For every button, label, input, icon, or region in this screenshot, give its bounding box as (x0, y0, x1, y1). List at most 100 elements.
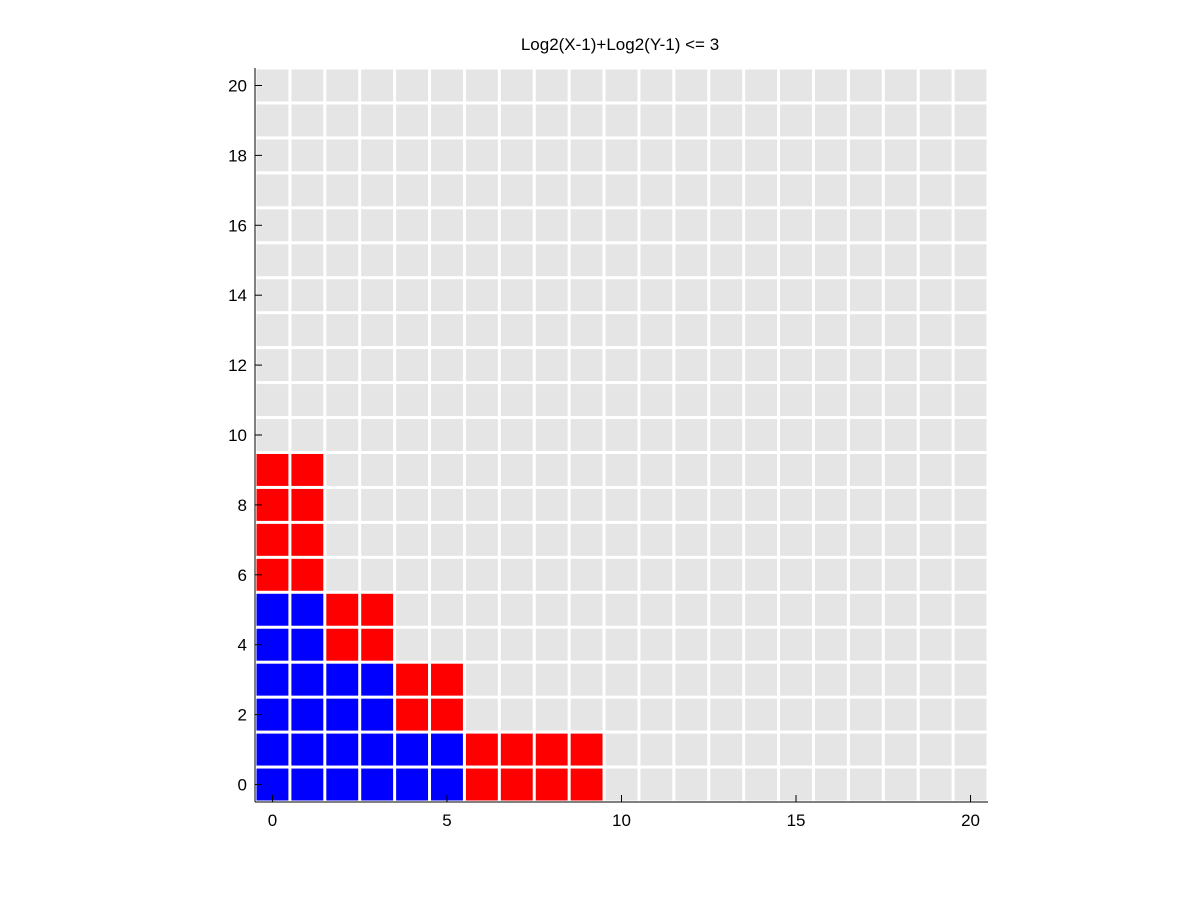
cell-empty (291, 209, 324, 242)
cell-blue (361, 768, 394, 801)
cell-empty (675, 104, 708, 137)
cell-empty (256, 244, 289, 277)
cell-empty (954, 488, 987, 521)
cell-empty (814, 69, 847, 102)
cell-empty (745, 244, 778, 277)
cell-empty (431, 139, 463, 172)
cell-empty (570, 244, 603, 277)
cell-empty (675, 663, 708, 696)
cell-empty (431, 628, 463, 661)
cell-empty (710, 314, 743, 347)
cell-empty (396, 453, 429, 486)
cell-empty (849, 593, 882, 626)
cell-empty (745, 663, 778, 696)
cell-empty (745, 419, 778, 451)
cell-empty (710, 139, 743, 172)
cell-empty (431, 314, 463, 347)
cell-empty (814, 733, 847, 766)
cell-empty (361, 384, 394, 417)
cell-empty (814, 488, 847, 521)
cell-empty (884, 244, 917, 277)
cell-empty (745, 698, 778, 731)
cell-blue (361, 698, 394, 731)
cell-red (431, 698, 463, 731)
y-tick-label: 0 (238, 776, 247, 795)
cell-empty (849, 244, 882, 277)
cell-empty (919, 349, 952, 382)
cell-empty (500, 349, 533, 382)
cell-empty (884, 279, 917, 312)
cell-empty (291, 349, 324, 382)
cell-empty (535, 698, 568, 731)
cell-empty (884, 314, 917, 347)
cell-empty (396, 488, 429, 521)
cell-empty (710, 419, 743, 451)
cell-empty (640, 69, 673, 102)
x-tick-label: 5 (442, 811, 451, 830)
cell-red (465, 768, 498, 801)
x-tick-label: 20 (961, 811, 980, 830)
cell-empty (814, 349, 847, 382)
cell-empty (710, 244, 743, 277)
cell-empty (361, 558, 394, 591)
cell-empty (396, 314, 429, 347)
cell-empty (884, 209, 917, 242)
cell-empty (500, 488, 533, 521)
cell-empty (919, 104, 952, 137)
cell-empty (361, 488, 394, 521)
cell-empty (849, 768, 882, 801)
cell-empty (640, 488, 673, 521)
cell-empty (884, 174, 917, 207)
cell-empty (814, 314, 847, 347)
cell-empty (570, 453, 603, 486)
cell-empty (605, 104, 638, 137)
cell-empty (605, 244, 638, 277)
cell-empty (431, 419, 463, 451)
cell-empty (465, 209, 498, 242)
cell-empty (745, 384, 778, 417)
cell-empty (640, 314, 673, 347)
cell-empty (361, 453, 394, 486)
cell-empty (291, 384, 324, 417)
cell-empty (396, 349, 429, 382)
cell-empty (849, 663, 882, 696)
cell-empty (745, 453, 778, 486)
cell-red (500, 733, 533, 766)
cell-empty (919, 488, 952, 521)
cell-empty (710, 384, 743, 417)
cell-empty (640, 453, 673, 486)
cell-empty (326, 488, 359, 521)
cell-empty (465, 69, 498, 102)
cell-empty (849, 174, 882, 207)
cell-empty (291, 104, 324, 137)
cell-empty (954, 628, 987, 661)
cell-empty (849, 733, 882, 766)
cell-empty (919, 314, 952, 347)
cell-empty (919, 593, 952, 626)
cell-empty (954, 453, 987, 486)
x-tick-label: 15 (787, 811, 806, 830)
cell-empty (884, 663, 917, 696)
cell-empty (745, 69, 778, 102)
cell-empty (745, 209, 778, 242)
cell-empty (780, 209, 812, 242)
cell-empty (675, 174, 708, 207)
cell-empty (396, 139, 429, 172)
cell-empty (570, 698, 603, 731)
cell-empty (780, 244, 812, 277)
cell-empty (605, 419, 638, 451)
cell-empty (640, 174, 673, 207)
cell-empty (465, 523, 498, 556)
cell-red (326, 593, 359, 626)
cell-empty (326, 314, 359, 347)
cell-empty (884, 523, 917, 556)
cell-empty (954, 663, 987, 696)
cell-empty (954, 244, 987, 277)
cell-empty (954, 174, 987, 207)
cell-empty (361, 244, 394, 277)
cell-empty (814, 139, 847, 172)
cell-red (570, 768, 603, 801)
cell-empty (396, 209, 429, 242)
cell-empty (919, 139, 952, 172)
x-tick-label: 0 (268, 811, 277, 830)
